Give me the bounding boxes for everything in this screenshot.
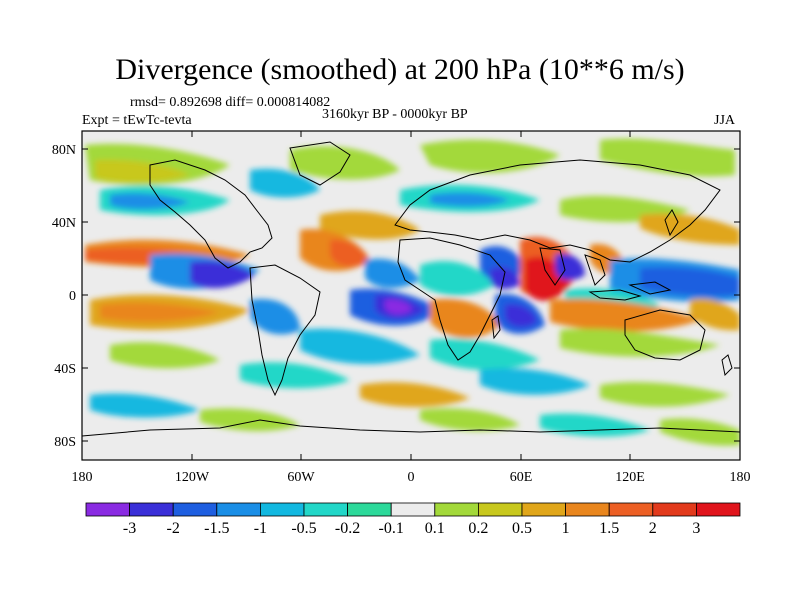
- period-label: 3160kyr BP - 0000kyr BP: [322, 107, 468, 122]
- field-layer: [82, 131, 740, 460]
- colorbar-label: -1.5: [204, 520, 230, 537]
- colorbar-label: -0.5: [291, 520, 317, 537]
- x-tick-label: 60E: [510, 470, 533, 485]
- colorbar-label: 2: [648, 520, 657, 537]
- colorbar-label: 3: [692, 520, 701, 537]
- colorbar-swatch: [85, 502, 130, 517]
- season-label: JJA: [714, 113, 736, 128]
- colorbar-label: 0.5: [512, 520, 532, 537]
- colorbar-swatch: [303, 502, 348, 517]
- colorbar-swatch: [390, 502, 436, 517]
- colorbar-swatch: [434, 502, 479, 517]
- x-tick-label: 120E: [615, 470, 645, 485]
- y-axis-labels: 80N 40N 0 40S 80S: [52, 143, 76, 450]
- colorbar-swatch: [608, 502, 654, 517]
- tick-marks: [81, 131, 741, 460]
- colorbar-label: 1.5: [599, 520, 620, 537]
- colorbar-label: -3: [122, 520, 137, 537]
- colorbar-label: 0.2: [468, 520, 489, 537]
- x-tick-label: 60W: [287, 470, 315, 485]
- colorbar-label: 1: [561, 520, 570, 537]
- y-tick-label: 80S: [54, 435, 76, 450]
- continent-outlines: [82, 141, 740, 437]
- stats-line: rmsd= 0.892698 diff= 0.000814082: [130, 95, 331, 110]
- colorbar-swatch: [652, 502, 697, 517]
- x-tick-label: 0: [408, 470, 415, 485]
- colorbar-label: -1: [253, 520, 268, 537]
- colorbar-swatch: [565, 502, 610, 517]
- colorbar: [85, 502, 741, 517]
- y-tick-label: 40N: [52, 216, 76, 231]
- colorbar-label: -2: [166, 520, 180, 537]
- colorbar-swatch: [129, 502, 174, 517]
- contour-blobs: [85, 138, 740, 446]
- x-tick-label: 180: [730, 470, 751, 485]
- colorbar-swatch: [259, 502, 305, 517]
- x-tick-label: 120W: [175, 470, 210, 485]
- colorbar-swatch: [521, 502, 566, 517]
- colorbar-swatch: [172, 502, 218, 517]
- colorbar-swatch: [347, 502, 392, 517]
- y-tick-label: 0: [69, 289, 76, 304]
- colorbar-swatch: [477, 502, 523, 517]
- y-tick-label: 40S: [54, 362, 76, 377]
- x-tick-label: 180: [72, 470, 93, 485]
- colorbar-swatch: [696, 502, 741, 517]
- map-title: Divergence (smoothed) at 200 hPa (10**6 …: [115, 53, 685, 86]
- colorbar-label: -0.2: [334, 520, 361, 537]
- colorbar-label: -0.1: [378, 520, 404, 537]
- x-axis-labels: 180 120W 60W 0 60E 120E 180: [72, 470, 751, 485]
- experiment-label: Expt = tEwTc-tevta: [82, 113, 192, 128]
- colorbar-swatch: [216, 502, 261, 517]
- colorbar-label: 0.1: [424, 520, 445, 537]
- y-tick-label: 80N: [52, 143, 76, 158]
